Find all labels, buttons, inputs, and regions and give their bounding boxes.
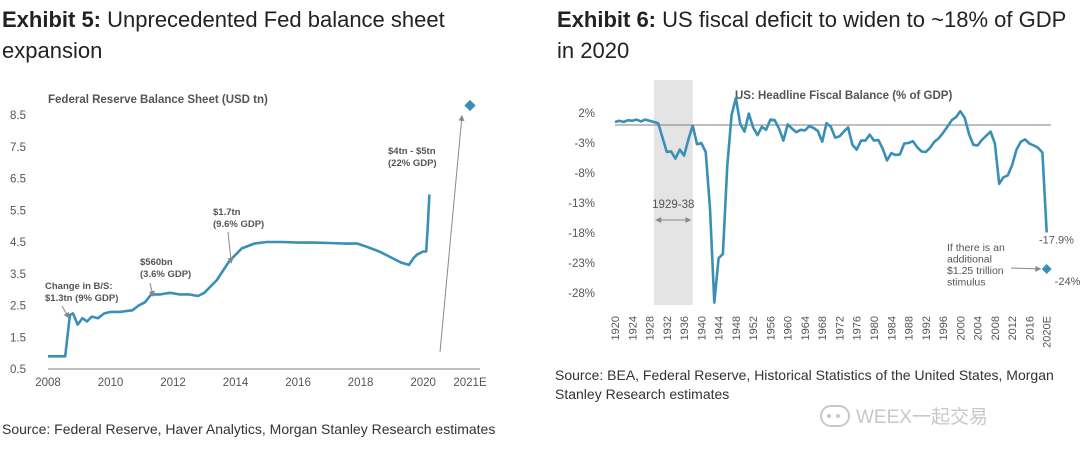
x-tick-label: 1924 xyxy=(627,316,639,340)
y-tick-label: -3% xyxy=(575,138,595,150)
exhibit-5-title: Exhibit 5: Unprecedented Fed balance she… xyxy=(2,4,530,66)
annotation-2020-value: (22% GDP) xyxy=(388,158,437,169)
x-tick-label: 1960 xyxy=(783,316,795,340)
fed-balance-sheet-chart: Federal Reserve Balance Sheet (USD tn) 0.… xyxy=(10,94,487,389)
watermark-text: WEEX一起交易 xyxy=(856,407,988,428)
exhibit-6-source: Source: BEA, Federal Reserve, Historical… xyxy=(555,367,1054,402)
fiscal-balance-chart: US: Headline Fiscal Balance (% of GDP) 2%… xyxy=(568,80,1080,348)
x-tick-label: 1920 xyxy=(610,316,622,340)
x-tick-label: 1936 xyxy=(679,316,691,340)
x-tick-label: 2018 xyxy=(348,377,374,389)
x-tick-label: 1928 xyxy=(645,316,657,340)
y-tick-label: 2% xyxy=(578,108,595,120)
stimulus-estimate-marker xyxy=(1041,264,1052,274)
x-tick-label: 1948 xyxy=(731,316,743,340)
y-tick-label: 8.5 xyxy=(10,110,26,122)
x-tick-label: 1980 xyxy=(869,316,881,340)
wechat-icon xyxy=(820,404,850,427)
annotation-qe2-value: (3.6% GDP) xyxy=(140,269,191,280)
arrow-2020 xyxy=(439,114,465,353)
x-tick-label: 2014 xyxy=(223,377,249,389)
balance-sheet-line xyxy=(48,194,431,358)
y-tick-label: 2.5 xyxy=(10,301,26,313)
annotation-qe3-value: (9.6% GDP) xyxy=(213,219,264,230)
x-tick-label: 2020E xyxy=(1042,316,1054,348)
chart-title: Federal Reserve Balance Sheet (USD tn) xyxy=(48,94,268,106)
x-tick-label: 1988 xyxy=(904,316,916,340)
x-tick-label: 2021E xyxy=(453,377,487,389)
annotation-change-label: Change in B/S: xyxy=(45,281,113,292)
x-tick-label: 2016 xyxy=(1024,316,1036,340)
stimulus-note-line: If there is an xyxy=(947,242,1005,254)
chart-title: US: Headline Fiscal Balance (% of GDP) xyxy=(735,90,952,102)
y-tick-label: 7.5 xyxy=(10,142,26,154)
x-tick-label: 2020 xyxy=(410,377,436,389)
x-tick-label: 1940 xyxy=(696,316,708,340)
exhibit-5-title-text: Unprecedented Fed balance sheet expansio… xyxy=(2,7,445,63)
arrow-qe2 xyxy=(148,282,155,297)
stimulus-note-line: additional xyxy=(947,254,992,266)
value-label-2020: -17.9% xyxy=(1039,234,1074,246)
annotation-change-value: $1.3tn (9% GDP) xyxy=(45,293,118,304)
exhibit-6-title-text: US fiscal deficit to widen to ~18% of GD… xyxy=(557,7,1066,63)
x-tick-label: 1932 xyxy=(662,316,674,340)
x-tick-label: 1992 xyxy=(921,316,933,340)
exhibit-5-tag: Exhibit 5: xyxy=(2,7,102,32)
exhibit-6-tag: Exhibit 6: xyxy=(557,7,657,32)
x-tick-label: 2012 xyxy=(1007,316,1019,340)
stimulus-note-arrow xyxy=(1010,265,1042,272)
y-tick-label: -8% xyxy=(575,168,595,180)
x-tick-label: 1972 xyxy=(834,316,846,340)
annotation-qe3-label: $1.7tn xyxy=(213,207,241,218)
arrow-change xyxy=(61,305,70,319)
annotation-qe2-label: $560bn xyxy=(140,257,173,268)
x-tick-label: 1964 xyxy=(800,316,812,340)
y-tick-label: 6.5 xyxy=(10,174,26,186)
estimate-2021-marker xyxy=(464,99,476,112)
stimulus-note-line: stimulus xyxy=(947,277,986,289)
exhibit-5-source: Source: Federal Reserve, Haver Analytics… xyxy=(2,421,496,437)
x-tick-label: 1968 xyxy=(817,316,829,340)
y-tick-label: 0.5 xyxy=(10,364,26,376)
x-tick-label: 2008 xyxy=(990,316,1002,340)
value-label-stimulus: -24% xyxy=(1055,276,1080,288)
watermark: WEEX一起交易 xyxy=(820,402,988,429)
y-tick-label: -28% xyxy=(568,288,595,300)
x-tick-label: 2008 xyxy=(35,377,61,389)
exhibit-6: Exhibit 6: US fiscal deficit to widen to… xyxy=(555,0,1080,402)
x-tick-label: 2016 xyxy=(285,377,311,389)
stimulus-note-line: $1.25 trillion xyxy=(947,265,1004,277)
annotation-2020-label: $4tn - $5tn xyxy=(388,146,436,157)
fiscal-balance-line xyxy=(614,96,1048,304)
y-tick-label: 3.5 xyxy=(10,269,26,281)
y-tick-label: 1.5 xyxy=(10,332,26,344)
shaded-range-label: 1929-38 xyxy=(652,199,694,211)
arrow-qe3 xyxy=(227,231,234,264)
y-tick-label: -23% xyxy=(568,258,595,270)
depression-shading xyxy=(653,80,693,305)
x-tick-label: 1976 xyxy=(852,316,864,340)
x-tick-label: 1956 xyxy=(765,316,777,340)
x-tick-label: 1952 xyxy=(748,316,760,340)
exhibit-6-title: Exhibit 6: US fiscal deficit to widen to… xyxy=(557,4,1080,66)
x-tick-label: 1944 xyxy=(714,316,726,340)
exhibit-5: Exhibit 5: Unprecedented Fed balance she… xyxy=(0,0,530,437)
y-tick-label: -13% xyxy=(568,198,595,210)
y-tick-label: 4.5 xyxy=(10,237,26,249)
y-tick-label: 5.5 xyxy=(10,205,26,217)
x-tick-label: 2010 xyxy=(98,377,124,389)
x-tick-label: 1984 xyxy=(886,316,898,340)
x-tick-label: 2004 xyxy=(973,316,985,340)
x-tick-label: 1996 xyxy=(938,316,950,340)
x-tick-label: 2000 xyxy=(955,316,967,340)
x-tick-label: 2012 xyxy=(160,377,186,389)
y-tick-label: -18% xyxy=(568,228,595,240)
